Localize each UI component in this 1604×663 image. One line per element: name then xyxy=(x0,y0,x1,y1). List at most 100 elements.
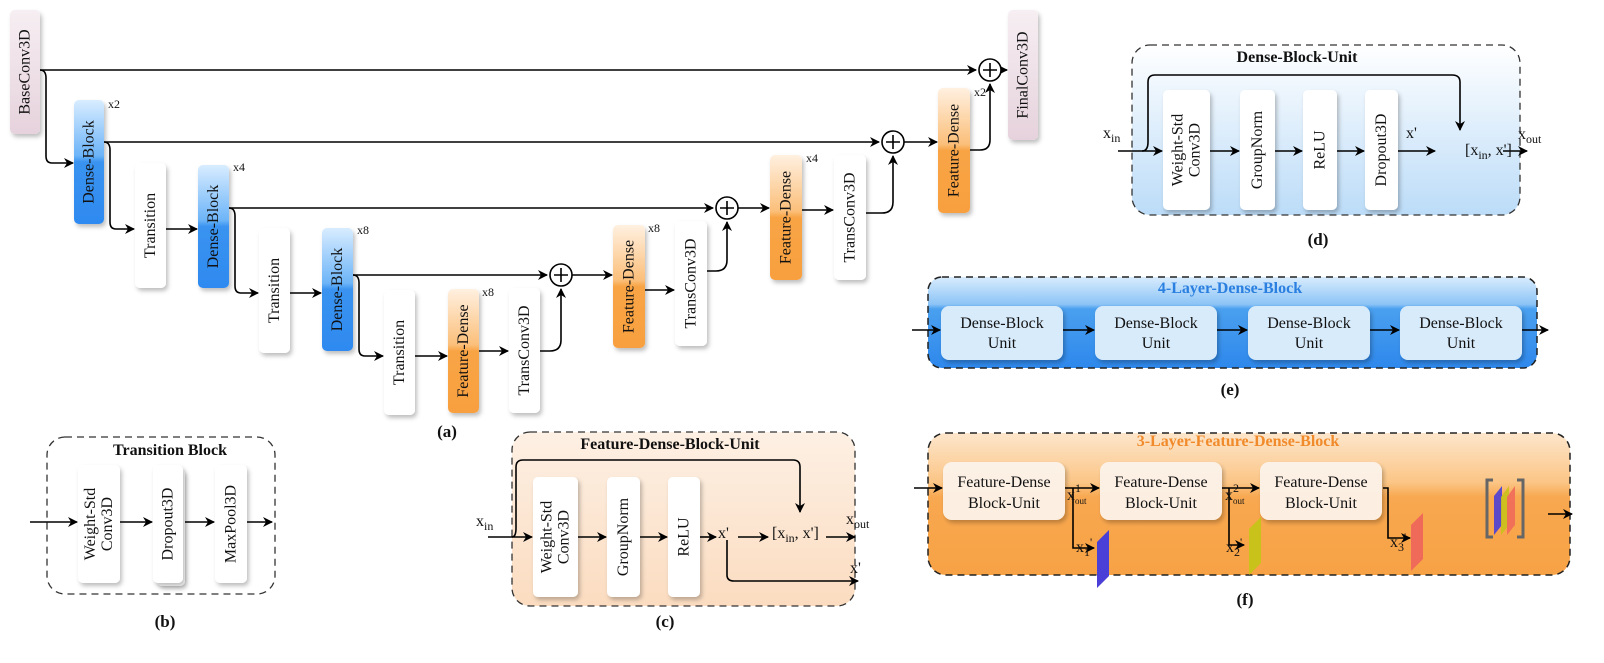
e-unit-label-line2: Unit xyxy=(1295,335,1324,352)
panel-b-caption: (b) xyxy=(155,612,176,631)
trans-conv3d-block-2-label: TransConv3D xyxy=(683,238,700,328)
connector-arrow xyxy=(352,274,384,361)
c-x-in-label: xin xyxy=(476,513,493,533)
e-unit-label-line1: Dense-Block xyxy=(960,315,1044,332)
c-x-prime-out-label: x' xyxy=(850,560,861,577)
feature-dense-block-2: Feature-Dense xyxy=(613,225,645,348)
dense-block-2-shape xyxy=(198,165,229,288)
d-dropout3d-block-shape xyxy=(1365,90,1398,210)
f-feature-dense-unit-2-label-line2: Block-Unit xyxy=(1125,495,1198,512)
c-groupnorm-block: GroupNorm xyxy=(607,477,640,597)
f-feature-dense-unit-3: Feature-Dense Block-Unit xyxy=(1260,462,1382,520)
panel-e-title: 4-Layer-Dense-Block xyxy=(1158,280,1302,297)
f-feature-dense-unit-1-shape xyxy=(943,462,1065,520)
panel-b-title: Transition Block xyxy=(113,442,227,459)
repeat-count-label: x8 xyxy=(648,221,660,235)
concat-feature-map-1-icon xyxy=(1494,486,1502,535)
b-maxpool3d-block: MaxPool3D xyxy=(215,465,247,583)
f-feature-dense-unit-1-label-line1: Feature-Dense xyxy=(957,474,1050,491)
e-unit-label-line1: Dense-Block xyxy=(1419,315,1503,332)
connector-arrow xyxy=(540,288,566,352)
c-relu-block: ReLU xyxy=(668,477,700,597)
b-maxpool3d-block-shape xyxy=(215,465,247,583)
trans-conv3d-block-3-label: TransConv3D xyxy=(842,172,859,262)
trans-conv3d-block-1-label: TransConv3D xyxy=(516,305,533,395)
transition-block-2: Transition xyxy=(259,228,290,353)
panel-d-caption: (d) xyxy=(1308,230,1329,249)
e-dense-block-unit-3: Dense-Block Unit xyxy=(1248,306,1370,360)
repeat-count-label: x8 xyxy=(482,285,494,299)
c-groupnorm-block-label: GroupNorm xyxy=(615,497,632,576)
d-relu-block: ReLU xyxy=(1303,90,1337,210)
panel-d-title: Dense-Block-Unit xyxy=(1237,49,1359,66)
panel-c-title: Feature-Dense-Block-Unit xyxy=(580,436,760,453)
dense-block-2-label: Dense-Block xyxy=(205,185,222,269)
f-feature-dense-unit-1: Feature-Dense Block-Unit xyxy=(943,462,1065,520)
f-feature-dense-unit-2-shape xyxy=(1100,462,1222,520)
d-groupnorm-block-label: GroupNorm xyxy=(1249,110,1266,189)
trans-conv3d-block-3: TransConv3D xyxy=(834,155,866,280)
b-dropout3d-block-label: Dropout3D xyxy=(160,488,177,561)
transition-block-3-shape xyxy=(384,290,415,415)
feature-dense-block-4: Feature-Dense xyxy=(938,88,970,213)
d-weight-std-conv3d-block: Weight-Std Conv3D xyxy=(1163,90,1210,210)
feature-dense-block-3-label: Feature-Dense xyxy=(778,171,795,264)
f-feature-dense-unit-2: Feature-Dense Block-Unit xyxy=(1100,462,1222,520)
trans-conv3d-block-2-shape xyxy=(675,221,707,346)
connector-arrow xyxy=(39,69,74,168)
connector-arrow xyxy=(726,540,859,586)
d-relu-block-shape xyxy=(1303,90,1337,210)
dense-block-2: Dense-Block xyxy=(198,165,229,288)
d-weight-std-conv3d-block-shape xyxy=(1163,90,1210,210)
f-x1-out-label: x1 out xyxy=(1067,481,1087,506)
connector-arrow xyxy=(1228,488,1245,550)
left-bracket-icon xyxy=(1485,478,1493,539)
repeat-count-label: x4 xyxy=(806,151,818,165)
e-unit-shape xyxy=(1095,306,1217,360)
trans-conv3d-block-2: TransConv3D xyxy=(675,221,707,346)
panel-e-caption: (e) xyxy=(1221,380,1240,399)
panel-f-caption: (f) xyxy=(1237,590,1254,609)
base-conv3d-block-label: BaseConv3D xyxy=(17,29,34,114)
connector-arrow xyxy=(970,83,995,151)
panel-c-caption: (c) xyxy=(656,612,675,631)
e-unit-shape xyxy=(1248,306,1370,360)
d-dropout3d-block: Dropout3D xyxy=(1365,90,1398,210)
b-dropout3d-block: Dropout3D xyxy=(153,465,183,583)
feature-dense-block-3: Feature-Dense xyxy=(770,155,802,280)
feature-dense-block-4-label: Feature-Dense xyxy=(946,104,963,197)
b-weight-std-conv3d-block-label: Conv3D xyxy=(99,497,116,551)
c-x-out-label: xout xyxy=(846,511,870,531)
f-x3-prime-label: x3' xyxy=(1390,530,1406,554)
e-unit-shape xyxy=(1400,306,1522,360)
c-groupnorm-block-shape xyxy=(607,477,640,597)
b-maxpool3d-block-label: MaxPool3D xyxy=(223,485,240,563)
feature-dense-block-4-shape xyxy=(938,88,970,213)
dense-block-3-label: Dense-Block xyxy=(329,248,346,332)
right-bracket-icon xyxy=(1517,478,1525,539)
final-conv3d-block-label: FinalConv3D xyxy=(1015,31,1032,118)
d-relu-block-label: ReLU xyxy=(1312,130,1329,170)
e-unit-label-line2: Unit xyxy=(988,335,1017,352)
plus-icon xyxy=(720,201,734,215)
dense-block-3: Dense-Block xyxy=(322,228,353,351)
feature-dense-block-1-shape xyxy=(448,289,479,413)
dense-block-1-label: Dense-Block xyxy=(81,120,98,204)
e-dense-block-unit-4: Dense-Block Unit xyxy=(1400,306,1522,360)
repeat-count-label: x2 xyxy=(974,85,986,99)
e-unit-label-line2: Unit xyxy=(1142,335,1171,352)
repeat-count-label: x4 xyxy=(233,160,245,174)
b-weight-std-conv3d-block-label: Weight-Std xyxy=(82,488,99,560)
f-feature-dense-unit-3-shape xyxy=(1260,462,1382,520)
e-dense-block-unit-2: Dense-Block Unit xyxy=(1095,306,1217,360)
repeat-count-label: x2 xyxy=(108,97,120,111)
connector-arrow xyxy=(866,155,898,214)
f-feature-dense-unit-3-label-line2: Block-Unit xyxy=(1285,495,1358,512)
plus-icon xyxy=(983,63,997,77)
trans-conv3d-block-1: TransConv3D xyxy=(509,288,540,413)
b-weight-std-conv3d-block-shape xyxy=(78,465,120,583)
concat-feature-map-3-icon xyxy=(1507,486,1515,535)
feature-map-x3-icon xyxy=(1411,513,1423,571)
transition-block-3-label: Transition xyxy=(391,320,408,385)
connector-arrow xyxy=(103,141,135,234)
